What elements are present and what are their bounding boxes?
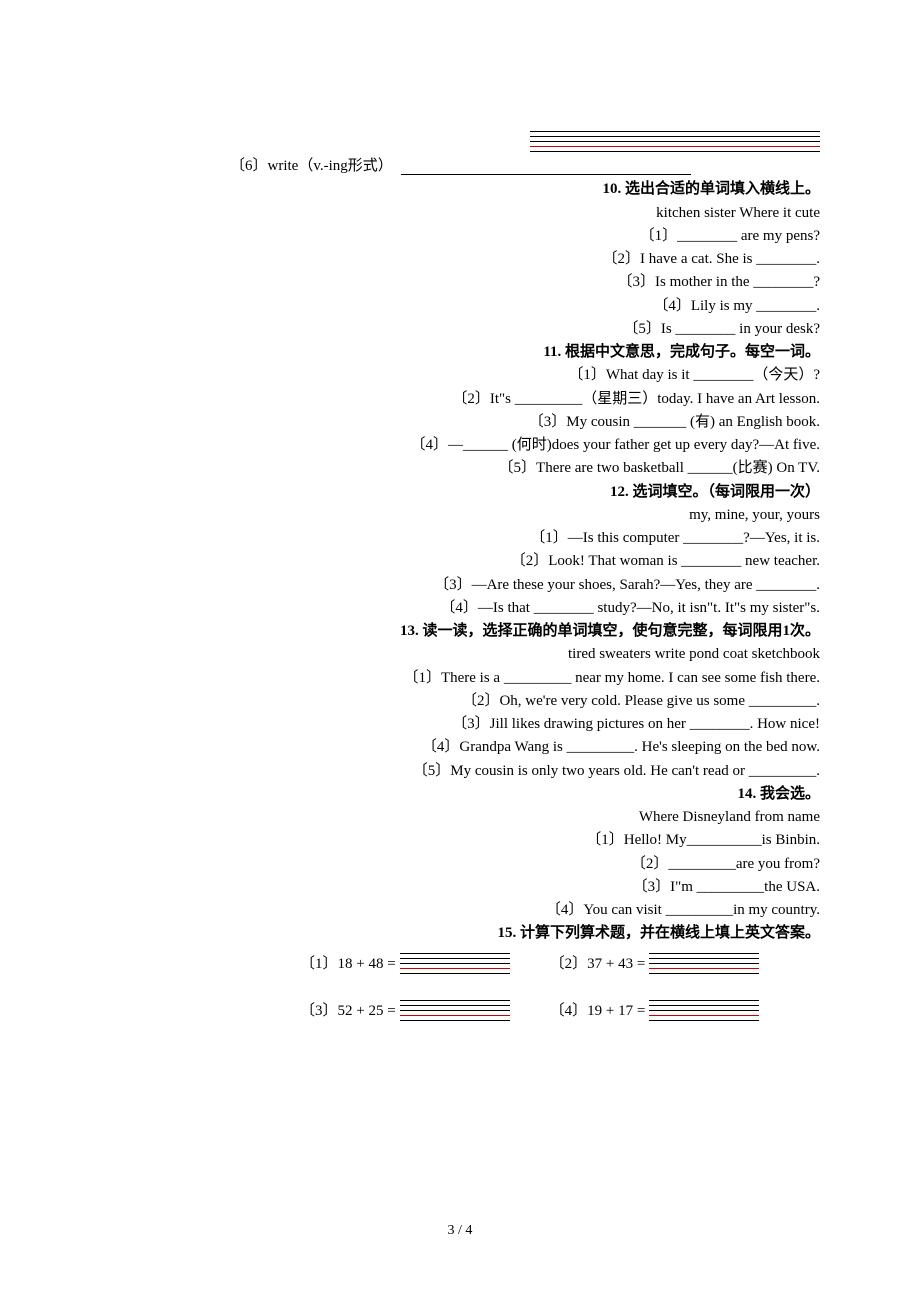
- q13-heading: 13. 读一读，选择正确的单词填空，使句意完整，每词限用1次。: [260, 620, 820, 643]
- q15-heading: 15. 计算下列算术题，并在横线上填上英文答案。: [260, 922, 820, 945]
- q12-3: 〔3〕—Are these your shoes, Sarah?—Yes, th…: [260, 574, 820, 597]
- q10-3: 〔3〕Is mother in the ________?: [260, 271, 820, 294]
- arith-row-1: 〔1〕18 + 48 = 〔2〕37 + 43 =: [300, 952, 820, 977]
- q11-heading: 11. 根据中文意思，完成句子。每空一词。: [260, 341, 820, 364]
- arith-3: 〔3〕52 + 25 =: [300, 999, 510, 1024]
- blank-stack: [530, 130, 820, 155]
- q12-bank: my, mine, your, yours: [260, 504, 820, 527]
- q14-3: 〔3〕I"m _________the USA.: [260, 876, 820, 899]
- q13-bank: tired sweaters write pond coat sketchboo…: [260, 643, 820, 666]
- q13-2: 〔2〕Oh, we're very cold. Please give us s…: [260, 690, 820, 713]
- q10-heading: 10. 选出合适的单词填入横线上。: [260, 178, 820, 201]
- q11-5: 〔5〕There are two basketball ______(比赛) O…: [260, 457, 820, 480]
- q11-4: 〔4〕—______ (何时)does your father get up e…: [260, 434, 820, 457]
- arith-4-label: 〔4〕19 + 17 =: [550, 1000, 646, 1023]
- q12-1: 〔1〕—Is this computer ________?—Yes, it i…: [260, 527, 820, 550]
- q13-5: 〔5〕My cousin is only two years old. He c…: [260, 760, 820, 783]
- q11-1: 〔1〕What day is it ________（今天）?: [260, 364, 820, 387]
- blank-stack: [400, 999, 510, 1024]
- q10-4: 〔4〕Lily is my ________.: [260, 295, 820, 318]
- answer-lines-top: [260, 130, 820, 155]
- q13-4: 〔4〕Grandpa Wang is _________. He's sleep…: [260, 736, 820, 759]
- blank-stack: [649, 952, 759, 977]
- page: 〔6〕write（v.-ing形式） 10. 选出合适的单词填入横线上。 kit…: [0, 0, 920, 1302]
- q10-2: 〔2〕I have a cat. She is ________.: [260, 248, 820, 271]
- blank-stack: [400, 952, 510, 977]
- q14-2: 〔2〕_________are you from?: [260, 853, 820, 876]
- arith-2-label: 〔2〕37 + 43 =: [550, 953, 646, 976]
- arith-2: 〔2〕37 + 43 =: [550, 952, 760, 977]
- q14-1: 〔1〕Hello! My__________is Binbin.: [260, 829, 820, 852]
- q6-text: 〔6〕write（v.-ing形式）: [230, 158, 393, 174]
- q14-heading: 14. 我会选。: [260, 783, 820, 806]
- q12-4: 〔4〕—Is that ________ study?—No, it isn"t…: [260, 597, 820, 620]
- q10-5: 〔5〕Is ________ in your desk?: [260, 318, 820, 341]
- q10-bank: kitchen sister Where it cute: [260, 202, 820, 225]
- q11-2: 〔2〕It"s _________（星期三）today. I have an A…: [260, 388, 820, 411]
- q12-heading: 12. 选词填空。（每词限用一次）: [260, 481, 820, 504]
- content-column: 〔6〕write（v.-ing形式） 10. 选出合适的单词填入横线上。 kit…: [260, 130, 820, 1024]
- q6-line: 〔6〕write（v.-ing形式）: [230, 155, 820, 178]
- arith-4: 〔4〕19 + 17 =: [550, 999, 760, 1024]
- arith-row-2: 〔3〕52 + 25 = 〔4〕19 + 17 =: [300, 999, 820, 1024]
- arith-1-label: 〔1〕18 + 48 =: [300, 953, 396, 976]
- q11-3: 〔3〕My cousin _______ (有) an English book…: [260, 411, 820, 434]
- q12-2: 〔2〕Look! That woman is ________ new teac…: [260, 550, 820, 573]
- q14-4: 〔4〕You can visit _________in my country.: [260, 899, 820, 922]
- blank-stack: [401, 173, 691, 178]
- q14-bank: Where Disneyland from name: [260, 806, 820, 829]
- arith-1: 〔1〕18 + 48 =: [300, 952, 510, 977]
- q13-3: 〔3〕Jill likes drawing pictures on her __…: [260, 713, 820, 736]
- q10-1: 〔1〕________ are my pens?: [260, 225, 820, 248]
- arith-3-label: 〔3〕52 + 25 =: [300, 1000, 396, 1023]
- page-footer: 3 / 4: [0, 1220, 920, 1242]
- q13-1: 〔1〕There is a _________ near my home. I …: [260, 667, 820, 690]
- blank-stack: [649, 999, 759, 1024]
